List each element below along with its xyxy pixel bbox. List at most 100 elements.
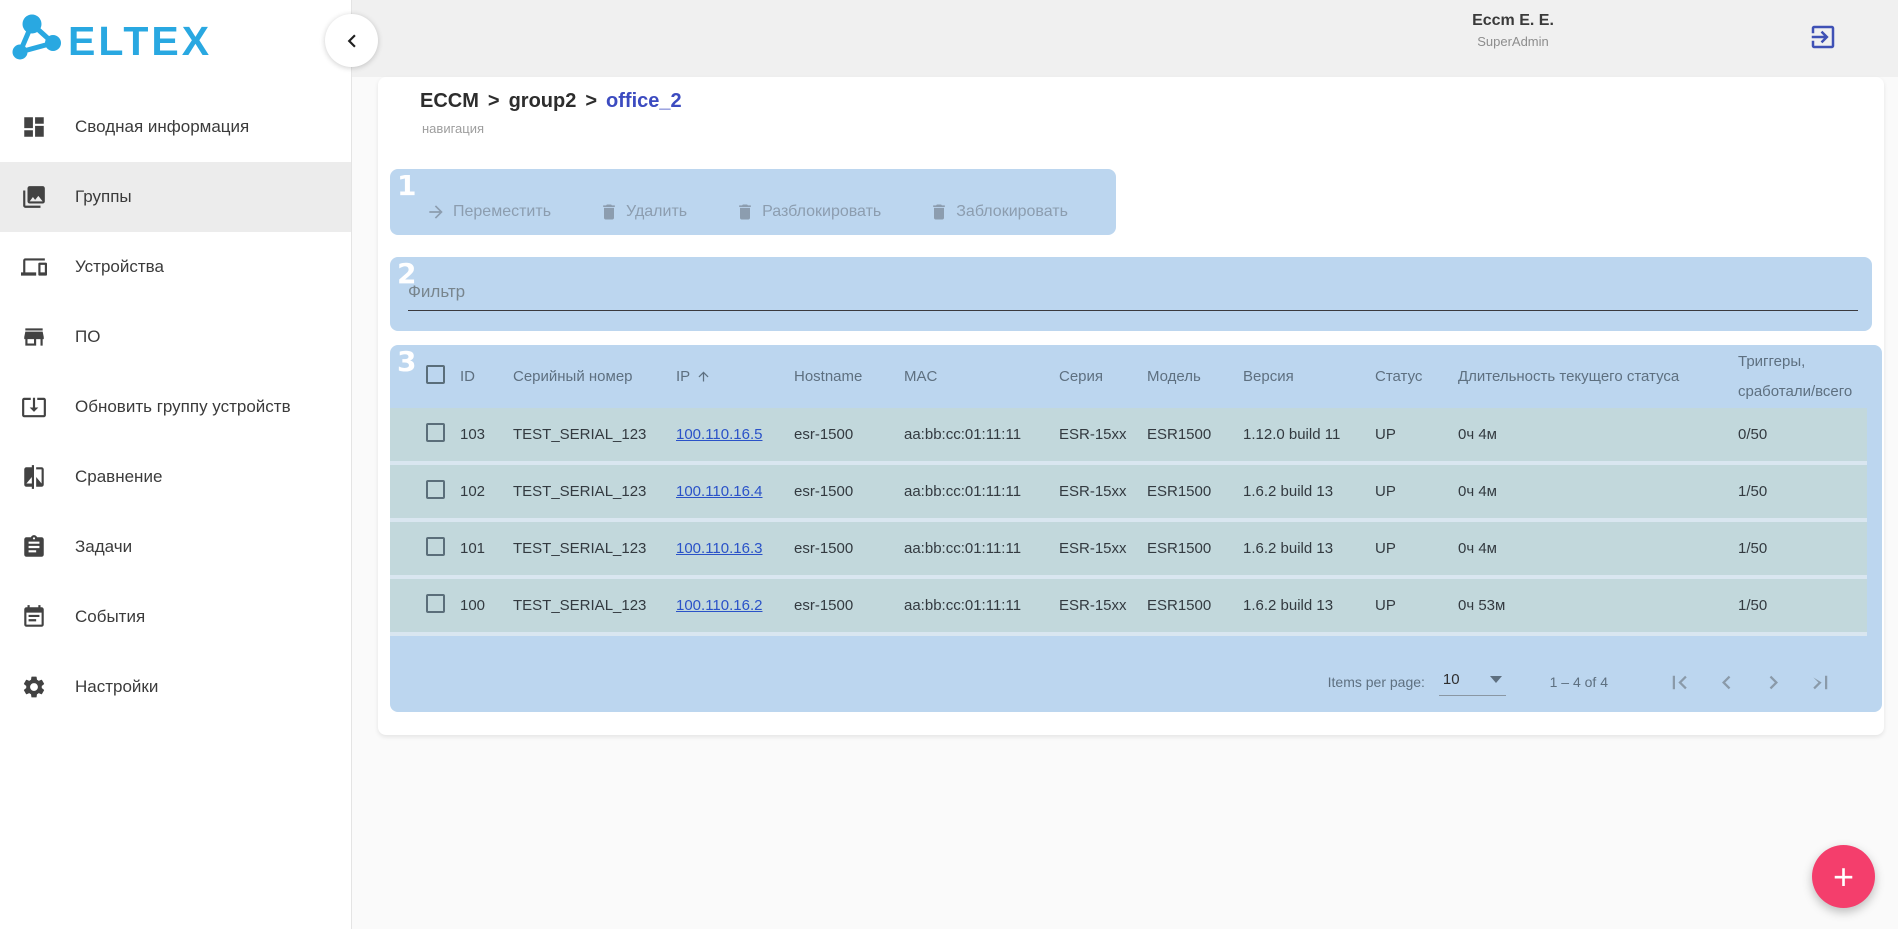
table-row[interactable]: 102 TEST_SERIAL_123 100.110.16.4 esr-150…	[390, 465, 1867, 522]
column-header-mac[interactable]: MAC	[904, 368, 938, 385]
cell-model: ESR1500	[1147, 597, 1212, 614]
row-checkbox[interactable]	[426, 593, 445, 613]
cell-status: UP	[1375, 540, 1396, 557]
breadcrumb: ECCM > group2 > office_2	[420, 90, 682, 113]
cell-series: ESR-15xx	[1059, 426, 1127, 443]
breadcrumb-separator: >	[487, 90, 500, 112]
table-row[interactable]: 100 TEST_SERIAL_123 100.110.16.2 esr-150…	[390, 579, 1867, 636]
sidebar-item-update-group[interactable]: Обновить группу устройств	[0, 372, 351, 442]
svg-text:ELTEX: ELTEX	[68, 18, 212, 64]
sidebar-item-settings[interactable]: Настройки	[0, 652, 351, 722]
sidebar-item-events[interactable]: События	[0, 582, 351, 652]
ip-link[interactable]: 100.110.16.4	[676, 483, 763, 500]
cell-duration: 0ч 4м	[1458, 426, 1497, 443]
store-icon	[21, 324, 47, 350]
sidebar-collapse-button[interactable]	[325, 14, 378, 67]
dashboard-icon	[21, 114, 47, 140]
compare-icon	[21, 464, 47, 490]
unblock-button-label: Разблокировать	[762, 203, 882, 220]
sidebar-item-devices[interactable]: Устройства	[0, 232, 351, 302]
top-bar	[352, 0, 1898, 77]
items-per-page-select[interactable]: 10	[1438, 669, 1506, 696]
last-page-icon[interactable]	[1807, 669, 1834, 696]
cell-series: ESR-15xx	[1059, 540, 1127, 557]
cell-model: ESR1500	[1147, 426, 1212, 443]
table-row[interactable]: 101 TEST_SERIAL_123 100.110.16.3 esr-150…	[390, 522, 1867, 579]
column-header-status[interactable]: Статус	[1375, 368, 1423, 385]
filter-highlight-region: 2	[390, 257, 1872, 331]
block-button[interactable]: Заблокировать	[929, 202, 1068, 222]
filter-input[interactable]	[408, 273, 1858, 311]
column-header-model[interactable]: Модель	[1147, 368, 1201, 385]
cell-model: ESR1500	[1147, 540, 1212, 557]
table-body: 103 TEST_SERIAL_123 100.110.16.5 esr-150…	[390, 408, 1867, 636]
cell-serial: TEST_SERIAL_123	[513, 540, 647, 557]
items-per-page-label: Items per page:	[1327, 674, 1425, 690]
chevron-left-icon	[339, 28, 365, 54]
table-row[interactable]: 103 TEST_SERIAL_123 100.110.16.5 esr-150…	[390, 408, 1867, 465]
cell-hostname: esr-1500	[794, 540, 854, 557]
breadcrumb-separator: >	[585, 90, 598, 112]
breadcrumb-item-eccm[interactable]: ECCM	[420, 90, 479, 112]
delete-button-label: Удалить	[626, 203, 688, 220]
column-header-serial[interactable]: Серийный номер	[513, 368, 633, 385]
cell-duration: 0ч 53м	[1458, 597, 1506, 614]
sidebar-item-label: Устройства	[75, 257, 164, 276]
row-checkbox[interactable]	[426, 479, 445, 499]
table-highlight-region: 3 ID Серийный номер IP Hostname MAC Сери…	[390, 345, 1882, 712]
sidebar-item-compare[interactable]: Сравнение	[0, 442, 351, 512]
items-per-page-value: 10	[1442, 670, 1460, 688]
column-header-hostname[interactable]: Hostname	[794, 368, 863, 385]
sidebar: ELTEX Сводная информация Группы Устройст…	[0, 0, 352, 929]
sidebar-item-label: Обновить группу устройств	[75, 397, 291, 416]
groups-collection-icon	[21, 184, 47, 210]
first-page-icon[interactable]	[1666, 669, 1693, 696]
toolbar-highlight-region: 1 Переместить Удалить Разблокировать Заб…	[390, 169, 1116, 235]
cell-hostname: esr-1500	[794, 483, 854, 500]
sidebar-item-groups[interactable]: Группы	[0, 162, 351, 232]
group-actions-toolbar: Переместить Удалить Разблокировать Забло…	[390, 169, 1116, 222]
breadcrumb-item-group2[interactable]: group2	[508, 90, 577, 112]
sidebar-item-label: Задачи	[75, 537, 133, 556]
page-range-label: 1 – 4 of 4	[1549, 674, 1608, 690]
cell-version: 1.6.2 build 13	[1243, 483, 1334, 500]
plus-icon: +	[1832, 855, 1855, 897]
breadcrumb-item-office2[interactable]: office_2	[606, 90, 682, 112]
unblock-button[interactable]: Разблокировать	[735, 202, 881, 222]
move-button[interactable]: Переместить	[426, 202, 551, 222]
trash-icon	[599, 202, 619, 222]
cell-series: ESR-15xx	[1059, 597, 1127, 614]
ip-link[interactable]: 100.110.16.2	[676, 597, 763, 614]
select-all-checkbox[interactable]	[426, 365, 445, 384]
cell-version: 1.6.2 build 13	[1243, 597, 1334, 614]
column-header-id[interactable]: ID	[460, 368, 475, 385]
content-card: ECCM > group2 > office_2 навигация 1 Перемес…	[378, 77, 1884, 735]
previous-page-icon[interactable]	[1713, 669, 1740, 696]
sidebar-item-label: Сравнение	[75, 467, 163, 486]
sidebar-item-software[interactable]: ПО	[0, 302, 351, 372]
logout-icon[interactable]	[1808, 22, 1838, 52]
ip-link[interactable]: 100.110.16.3	[676, 540, 763, 557]
add-device-fab[interactable]: +	[1812, 845, 1875, 908]
sidebar-item-label: ПО	[75, 327, 101, 346]
column-header-ip[interactable]: IP	[676, 368, 794, 385]
sidebar-item-summary[interactable]: Сводная информация	[0, 92, 351, 162]
next-page-icon[interactable]	[1760, 669, 1787, 696]
delete-button[interactable]: Удалить	[599, 202, 687, 222]
row-checkbox[interactable]	[426, 536, 445, 556]
main-area: Eccm E. E. SuperAdmin ECCM > group2 > office…	[352, 0, 1898, 929]
cell-triggers: 1/50	[1738, 597, 1768, 614]
cell-serial: TEST_SERIAL_123	[513, 426, 647, 443]
sidebar-item-label: События	[75, 607, 146, 626]
ip-link[interactable]: 100.110.16.5	[676, 426, 763, 443]
row-checkbox[interactable]	[426, 422, 445, 442]
cell-mac: aa:bb:cc:01:11:11	[904, 483, 1022, 500]
sidebar-item-label: Сводная информация	[75, 117, 250, 136]
clipboard-tasks-icon	[21, 534, 47, 560]
column-header-duration[interactable]: Длительность текущего статуса	[1458, 368, 1680, 385]
column-header-triggers[interactable]: Триггеры, сработали/всего	[1738, 352, 1853, 400]
sidebar-item-tasks[interactable]: Задачи	[0, 512, 351, 582]
column-header-series[interactable]: Серия	[1059, 368, 1104, 385]
column-header-version[interactable]: Версия	[1243, 368, 1294, 385]
trash-icon	[929, 202, 949, 222]
